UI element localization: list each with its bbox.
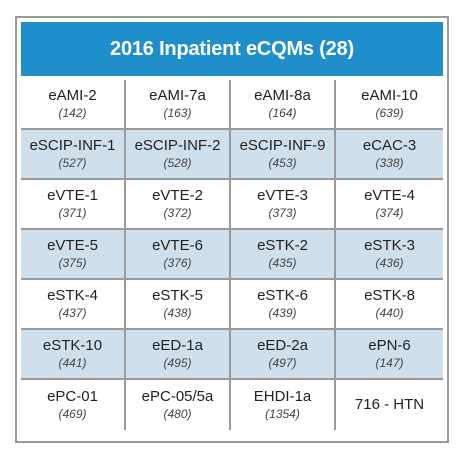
measure-id: (375): [58, 256, 87, 270]
measure-name: eSTK-6: [257, 287, 308, 304]
measure-name: eVTE-2: [152, 187, 203, 204]
measure-id: (371): [58, 206, 87, 220]
measure-id: (376): [163, 256, 192, 270]
measure-cell: eVTE-1 (371): [21, 180, 126, 230]
measure-name: eSTK-10: [42, 337, 103, 354]
measure-id: (374): [375, 206, 404, 220]
measure-cell: eSTK-3 (436): [336, 230, 443, 280]
measure-id: (439): [268, 306, 297, 320]
measure-cell: eSTK-2 (435): [231, 230, 336, 280]
measure-id: (142): [58, 106, 87, 120]
measure-cell: eVTE-3 (373): [231, 180, 336, 230]
measure-name: eAMI-8a: [254, 87, 311, 104]
measure-id: (527): [58, 156, 87, 170]
measure-cell: eAMI-7a (163): [126, 80, 231, 130]
measure-name: 716 - HTN: [354, 396, 425, 413]
measure-name: eAMI-2: [48, 87, 97, 104]
measure-cell: eAMI-8a (164): [231, 80, 336, 130]
measure-name: eVTE-4: [364, 187, 415, 204]
measure-id: (438): [163, 306, 192, 320]
measure-id: (437): [58, 306, 87, 320]
measure-cell: eVTE-2 (372): [126, 180, 231, 230]
measure-id: (453): [268, 156, 297, 170]
measure-cell: eSCIP-INF-1 (527): [21, 130, 126, 180]
measure-name: eSTK-5: [152, 287, 203, 304]
measure-name: eVTE-6: [152, 237, 203, 254]
measure-cell: eED-1a (495): [126, 330, 231, 380]
measure-cell: eCAC-3 (338): [336, 130, 443, 180]
measures-grid: eAMI-2 (142) eAMI-7a (163) eAMI-8a (164)…: [21, 80, 443, 430]
measure-name: eSTK-8: [364, 287, 415, 304]
measure-cell: eVTE-5 (375): [21, 230, 126, 280]
measure-cell: eAMI-2 (142): [21, 80, 126, 130]
measure-name: eED-1a: [152, 337, 203, 354]
measure-id: (435): [268, 256, 297, 270]
measure-cell: eSTK-5 (438): [126, 280, 231, 330]
measure-id: (1354): [265, 407, 300, 421]
measure-cell: eSTK-8 (440): [336, 280, 443, 330]
measure-cell: eSTK-6 (439): [231, 280, 336, 330]
table-title: 2016 Inpatient eCQMs (28): [110, 37, 354, 60]
measure-name: eCAC-3: [362, 137, 417, 154]
measure-name: EHDI-1a: [253, 388, 312, 405]
measure-name: eVTE-5: [47, 237, 98, 254]
measure-cell: eSCIP-INF-2 (528): [126, 130, 231, 180]
measure-cell: eED-2a (497): [231, 330, 336, 380]
measure-id: (440): [375, 306, 404, 320]
measure-cell: ePN-6 (147): [336, 330, 443, 380]
measure-id: (164): [268, 106, 297, 120]
measure-name: eAMI-10: [361, 87, 418, 104]
measure-cell: eSTK-4 (437): [21, 280, 126, 330]
measure-cell: EHDI-1a (1354): [231, 380, 336, 430]
measure-name: eSCIP-INF-2: [134, 137, 221, 154]
measure-id: (338): [375, 156, 404, 170]
measure-name: eVTE-1: [47, 187, 98, 204]
measure-name: ePC-05/5a: [141, 388, 214, 405]
measure-id: (495): [163, 356, 192, 370]
measure-id: (163): [163, 106, 192, 120]
measure-name: eSTK-2: [257, 237, 308, 254]
measure-id: (436): [375, 256, 404, 270]
measure-id: (497): [268, 356, 297, 370]
measure-id: (373): [268, 206, 297, 220]
measure-id: (528): [163, 156, 192, 170]
measure-id: (469): [58, 407, 87, 421]
measure-cell: ePC-01 (469): [21, 380, 126, 430]
measure-name: eSTK-4: [47, 287, 98, 304]
measure-name: eVTE-3: [257, 187, 308, 204]
measure-cell: eVTE-4 (374): [336, 180, 443, 230]
measure-cell: 716 - HTN: [336, 380, 443, 430]
measure-id: (480): [163, 407, 192, 421]
measure-cell: eSTK-10 (441): [21, 330, 126, 380]
measure-name: ePN-6: [368, 337, 411, 354]
measure-name: eSTK-3: [364, 237, 415, 254]
measure-id: (372): [163, 206, 192, 220]
table-header: 2016 Inpatient eCQMs (28): [21, 22, 443, 76]
measure-name: eED-2a: [257, 337, 308, 354]
measures-table: 2016 Inpatient eCQMs (28) eAMI-2 (142) e…: [15, 16, 449, 443]
measure-id: (441): [58, 356, 87, 370]
measure-cell: eAMI-10 (639): [336, 80, 443, 130]
measure-id: (147): [375, 356, 404, 370]
measure-cell: eVTE-6 (376): [126, 230, 231, 280]
measure-cell: ePC-05/5a (480): [126, 380, 231, 430]
measure-name: eSCIP-INF-9: [239, 137, 326, 154]
measure-cell: eSCIP-INF-9 (453): [231, 130, 336, 180]
measure-name: ePC-01: [47, 388, 98, 405]
measure-name: eAMI-7a: [149, 87, 206, 104]
measure-name: eSCIP-INF-1: [29, 137, 116, 154]
measure-id: (639): [375, 106, 404, 120]
